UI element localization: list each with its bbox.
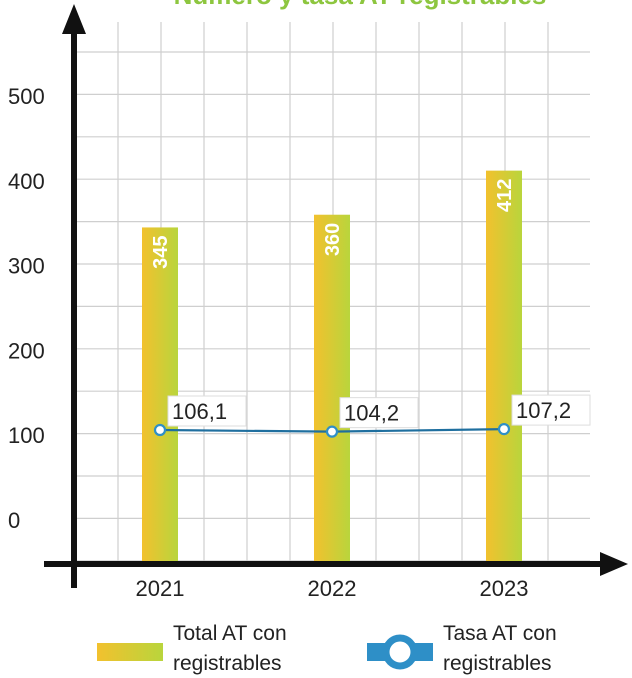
x-tick-label: 2022 [308, 576, 357, 601]
legend-line-marker-icon [382, 634, 418, 670]
x-tick-label: 2023 [480, 576, 529, 601]
y-tick-label: 500 [8, 84, 45, 109]
y-tick-label: 300 [8, 254, 45, 279]
tick-layer: 0 100 200 300 400 500 2021 2022 2023 [8, 84, 528, 601]
bar-value-label: 360 [322, 223, 344, 256]
bar [486, 170, 522, 564]
line-point [325, 425, 339, 438]
x-tick-label: 2021 [136, 576, 185, 601]
chart-title: Número y tasa AT registrables [174, 0, 547, 10]
legend: Total AT con registrables Tasa AT con re… [97, 622, 557, 675]
y-tick-label: 200 [8, 338, 45, 363]
y-tick-label: 0 [8, 508, 20, 533]
axis-layer [44, 4, 628, 588]
bar [314, 214, 350, 564]
line-point-label: 104,2 [344, 401, 399, 426]
line-layer [153, 422, 511, 438]
bar-value-label: 345 [150, 235, 172, 268]
x-axis-arrow-icon [600, 552, 628, 576]
y-axis-arrow-icon [62, 4, 86, 34]
y-tick-label: 400 [8, 169, 45, 194]
legend-line-label-line2: registrables [443, 652, 552, 675]
line-point-label-box [511, 394, 591, 426]
legend-bar-label-line1: Total AT con [173, 622, 287, 645]
legend-line-label-line1: Tasa AT con [443, 622, 557, 645]
label-layer: 345 360 412 106,1 104,2 107,2 [150, 179, 591, 429]
y-tick-label: 100 [8, 423, 45, 448]
line-point [497, 422, 511, 436]
legend-bar-label-line2: registrables [173, 652, 282, 675]
legend-bar-swatch [97, 643, 163, 661]
line-point-label: 106,1 [172, 399, 227, 424]
line-point [153, 423, 167, 437]
line-point-label-box [339, 397, 419, 429]
line-point-label: 107,2 [516, 398, 571, 423]
bar-value-label: 412 [494, 179, 516, 212]
line-point-label-box [167, 395, 247, 427]
